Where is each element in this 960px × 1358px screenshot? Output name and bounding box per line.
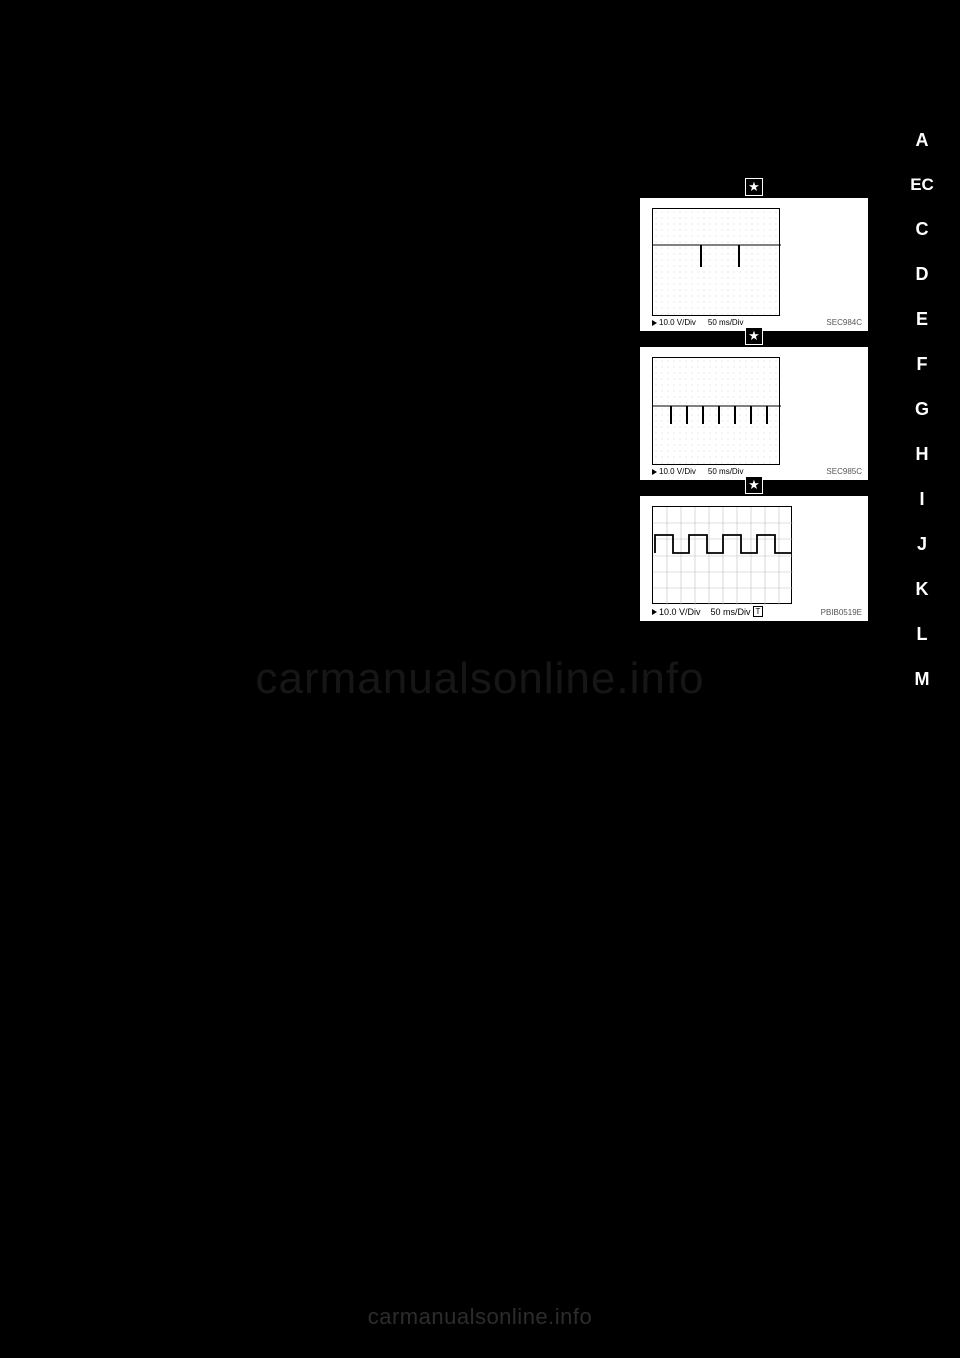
tab-c[interactable]: C bbox=[908, 219, 936, 240]
time-scale: 50 ms/Div bbox=[708, 467, 744, 476]
tab-i[interactable]: I bbox=[908, 489, 936, 510]
play-icon bbox=[652, 609, 657, 615]
play-icon bbox=[652, 320, 657, 326]
star-icon: ★ bbox=[745, 476, 763, 494]
scope-display-1 bbox=[652, 208, 780, 316]
figure-sec984c: ★ 10.0 V/Div 50 ms/Div SEC984C bbox=[640, 198, 868, 331]
volt-scale: 10.0 V/Div bbox=[659, 318, 696, 327]
tab-l[interactable]: L bbox=[908, 624, 936, 645]
scope-display-3 bbox=[652, 506, 792, 604]
figure-sec985c: ★ 10.0 V/Div 50 ms/Div SEC985C bbox=[640, 347, 868, 480]
play-icon bbox=[652, 469, 657, 475]
figure-id: SEC985C bbox=[826, 467, 862, 476]
star-icon: ★ bbox=[745, 327, 763, 345]
scope-display-2 bbox=[652, 357, 780, 465]
tab-d[interactable]: D bbox=[908, 264, 936, 285]
waveform-sparse-pulse bbox=[653, 209, 781, 317]
figure-id: PBIB0519E bbox=[821, 608, 862, 617]
tab-a[interactable]: A bbox=[908, 130, 936, 151]
oscilloscope-figures: ★ 10.0 V/Div 50 ms/Div SEC984C ★ bbox=[640, 198, 868, 621]
section-index-sidebar: A EC C D E F G H I J K L M bbox=[908, 130, 936, 690]
tab-e[interactable]: E bbox=[908, 309, 936, 330]
star-icon: ★ bbox=[745, 178, 763, 196]
tab-f[interactable]: F bbox=[908, 354, 936, 375]
tab-h[interactable]: H bbox=[908, 444, 936, 465]
waveform-dense-pulse bbox=[653, 358, 781, 466]
tab-j[interactable]: J bbox=[908, 534, 936, 555]
tab-ec[interactable]: EC bbox=[908, 175, 936, 195]
waveform-square bbox=[653, 507, 793, 605]
watermark-center: carmanualsonline.info bbox=[255, 654, 704, 704]
tab-g[interactable]: G bbox=[908, 399, 936, 420]
tab-k[interactable]: K bbox=[908, 579, 936, 600]
volt-scale: 10.0 V/Div bbox=[659, 607, 701, 617]
time-scale: 50 ms/Div bbox=[711, 607, 751, 617]
time-scale: 50 ms/Div bbox=[708, 318, 744, 327]
volt-scale: 10.0 V/Div bbox=[659, 467, 696, 476]
tab-m[interactable]: M bbox=[908, 669, 936, 690]
watermark-footer: carmanualsonline.info bbox=[368, 1304, 593, 1330]
figure-id: SEC984C bbox=[826, 318, 862, 327]
figure-pbib0519e: ★ 10.0 V/Div 50 ms/Div T bbox=[640, 496, 868, 621]
trigger-chip: T bbox=[753, 606, 764, 617]
